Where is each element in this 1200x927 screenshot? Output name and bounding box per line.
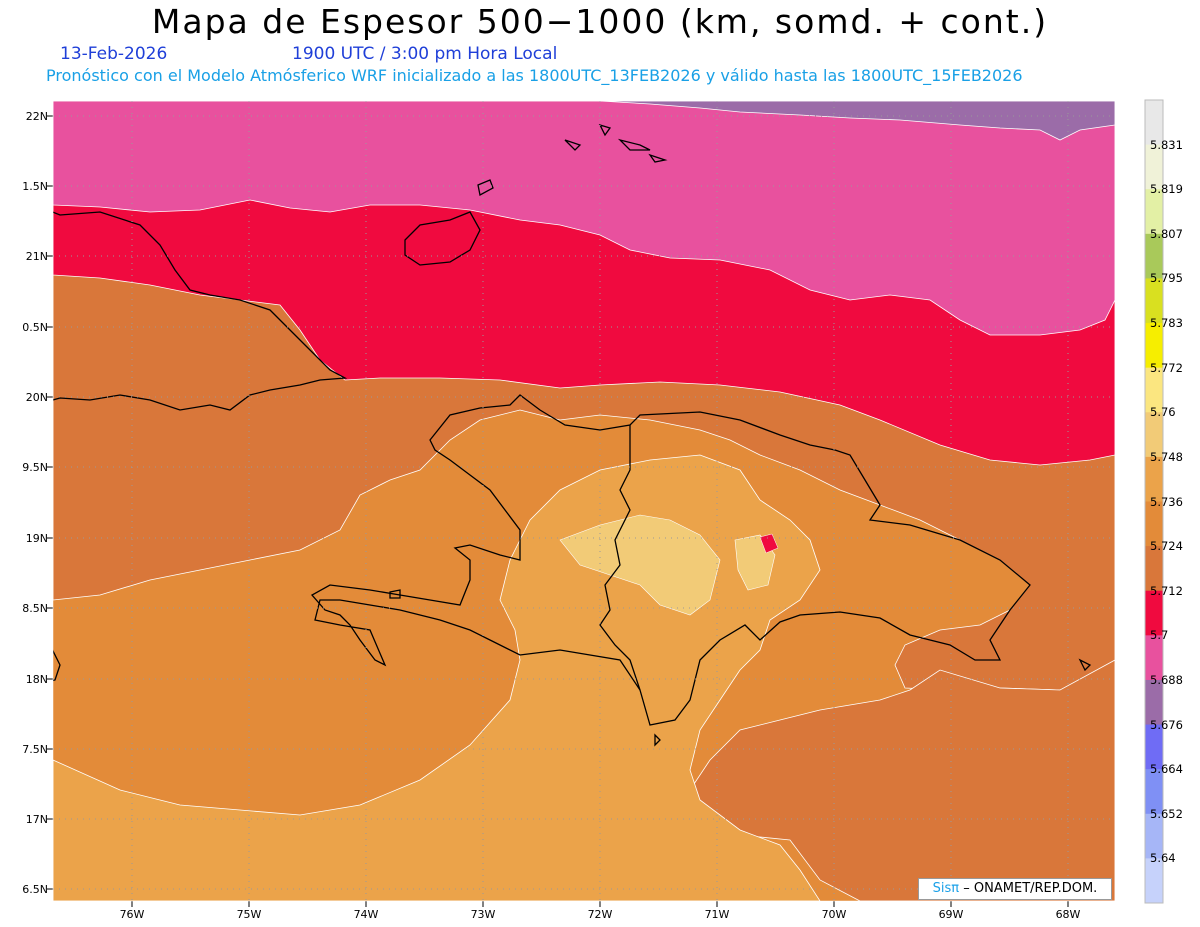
map-time: 1900 UTC / 3:00 pm Hora Local <box>292 44 558 64</box>
coastlines <box>53 123 1092 747</box>
hispaniola-coastline <box>310 394 1031 726</box>
lat-label-17-5n: 7.5N <box>22 743 48 756</box>
colorbar-swatch <box>1145 367 1163 413</box>
haiti-border <box>599 425 641 691</box>
colorbar-label: 5.712 <box>1150 583 1183 598</box>
turks-caicos-coastline <box>564 123 668 163</box>
band-5688 <box>53 101 1115 336</box>
lon-label-69w: 69W <box>938 908 964 921</box>
colorbar-label: 5.807 <box>1150 226 1183 241</box>
map-title: Mapa de Espesor 500−1000 (km, somd. + co… <box>151 2 1049 41</box>
colorbar-swatch <box>1145 278 1163 324</box>
colorbar-swatch <box>1145 813 1163 859</box>
colorbar-swatch <box>1145 501 1163 547</box>
lat-label-16-5n: 6.5N <box>22 883 48 896</box>
lat-label-17n: 17N <box>25 813 48 826</box>
cuba-coastline <box>53 211 348 411</box>
credit-org: – ONAMET/REP.DOM. <box>963 881 1098 896</box>
colorbar-swatch <box>1145 233 1163 279</box>
colorbar-swatch <box>1145 679 1163 726</box>
map-description: Pronóstico con el Modelo Atmósferico WRF… <box>46 66 1023 85</box>
colorbar-swatch <box>1145 590 1163 636</box>
colorbar-border <box>1144 99 1164 904</box>
colorbar-swatch <box>1145 546 1163 592</box>
colorbar-swatch <box>1145 635 1163 681</box>
colorbar-label: 5.748 <box>1150 449 1183 464</box>
lon-label-73w: 73W <box>470 908 496 921</box>
credit-box: Sisπ – ONAMET/REP.DOM. <box>918 878 1112 900</box>
colorbar-swatch <box>1145 412 1163 458</box>
puerto-rico-coastline <box>1078 658 1092 672</box>
mayaguana-coastline <box>477 179 494 196</box>
lon-label-75w: 75W <box>236 908 262 921</box>
colorbar-label: 5.76 <box>1150 405 1176 420</box>
lon-label-68w: 68W <box>1055 908 1081 921</box>
lat-label-21-5n: 1.5N <box>22 180 48 193</box>
colorbar-label: 5.652 <box>1150 806 1183 821</box>
colorbar-swatch <box>1145 189 1163 235</box>
map-date: 13-Feb-2026 <box>60 44 168 64</box>
lat-label-18-5n: 8.5N <box>22 602 48 615</box>
lat-label-20n: 20N <box>25 391 48 404</box>
colorbar-swatch <box>1145 144 1163 190</box>
axis-ticks <box>47 115 1069 907</box>
colorbar <box>1144 99 1164 904</box>
jamaica-coastline <box>53 649 61 682</box>
colorbar-label: 5.664 <box>1150 762 1183 777</box>
colorbar-label: 5.736 <box>1150 494 1183 509</box>
colorbar-label: 5.7 <box>1150 628 1169 643</box>
lat-label-22n: 22N <box>25 110 48 123</box>
lon-label-74w: 74W <box>353 908 379 921</box>
colorbar-swatch <box>1145 858 1163 904</box>
inagua-coastline <box>404 211 481 266</box>
graticule <box>53 101 1115 901</box>
lon-label-71w: 71W <box>704 908 730 921</box>
lat-label-21n: 21N <box>25 250 48 263</box>
colorbar-label: 5.819 <box>1150 182 1183 197</box>
beata-island <box>389 589 401 599</box>
lat-label-19-5n: 9.5N <box>22 461 48 474</box>
colorbar-swatch <box>1145 456 1163 502</box>
navassa-island <box>654 733 661 747</box>
colorbar-label: 5.688 <box>1150 672 1183 687</box>
lon-label-72w: 72W <box>587 908 613 921</box>
band-5700-blob <box>759 533 779 554</box>
band-5676 <box>599 101 1115 141</box>
lon-label-70w: 70W <box>821 908 847 921</box>
lat-label-20-5n: 0.5N <box>22 321 48 334</box>
map-frame <box>52 100 1116 902</box>
lon-label-76w: 76W <box>119 908 145 921</box>
colorbar-swatch <box>1145 100 1163 146</box>
colorbar-swatch <box>1145 724 1163 770</box>
credit-brand: Sisπ <box>932 881 960 896</box>
lat-label-19n: 19N <box>25 532 48 545</box>
colorbar-label: 5.676 <box>1150 717 1183 732</box>
colorbar-label: 5.831 <box>1150 137 1183 152</box>
colorbar-label: 5.795 <box>1150 271 1183 286</box>
colorbar-swatch <box>1145 323 1163 369</box>
band-5712-southeast <box>689 659 1115 901</box>
colorbar-label: 5.64 <box>1150 851 1176 866</box>
lat-label-18n: 18N <box>25 673 48 686</box>
colorbar-label: 5.724 <box>1150 539 1183 554</box>
colorbar-label: 5.772 <box>1150 360 1183 375</box>
colorbar-swatch <box>1145 769 1163 815</box>
colorbar-label: 5.783 <box>1150 316 1183 331</box>
